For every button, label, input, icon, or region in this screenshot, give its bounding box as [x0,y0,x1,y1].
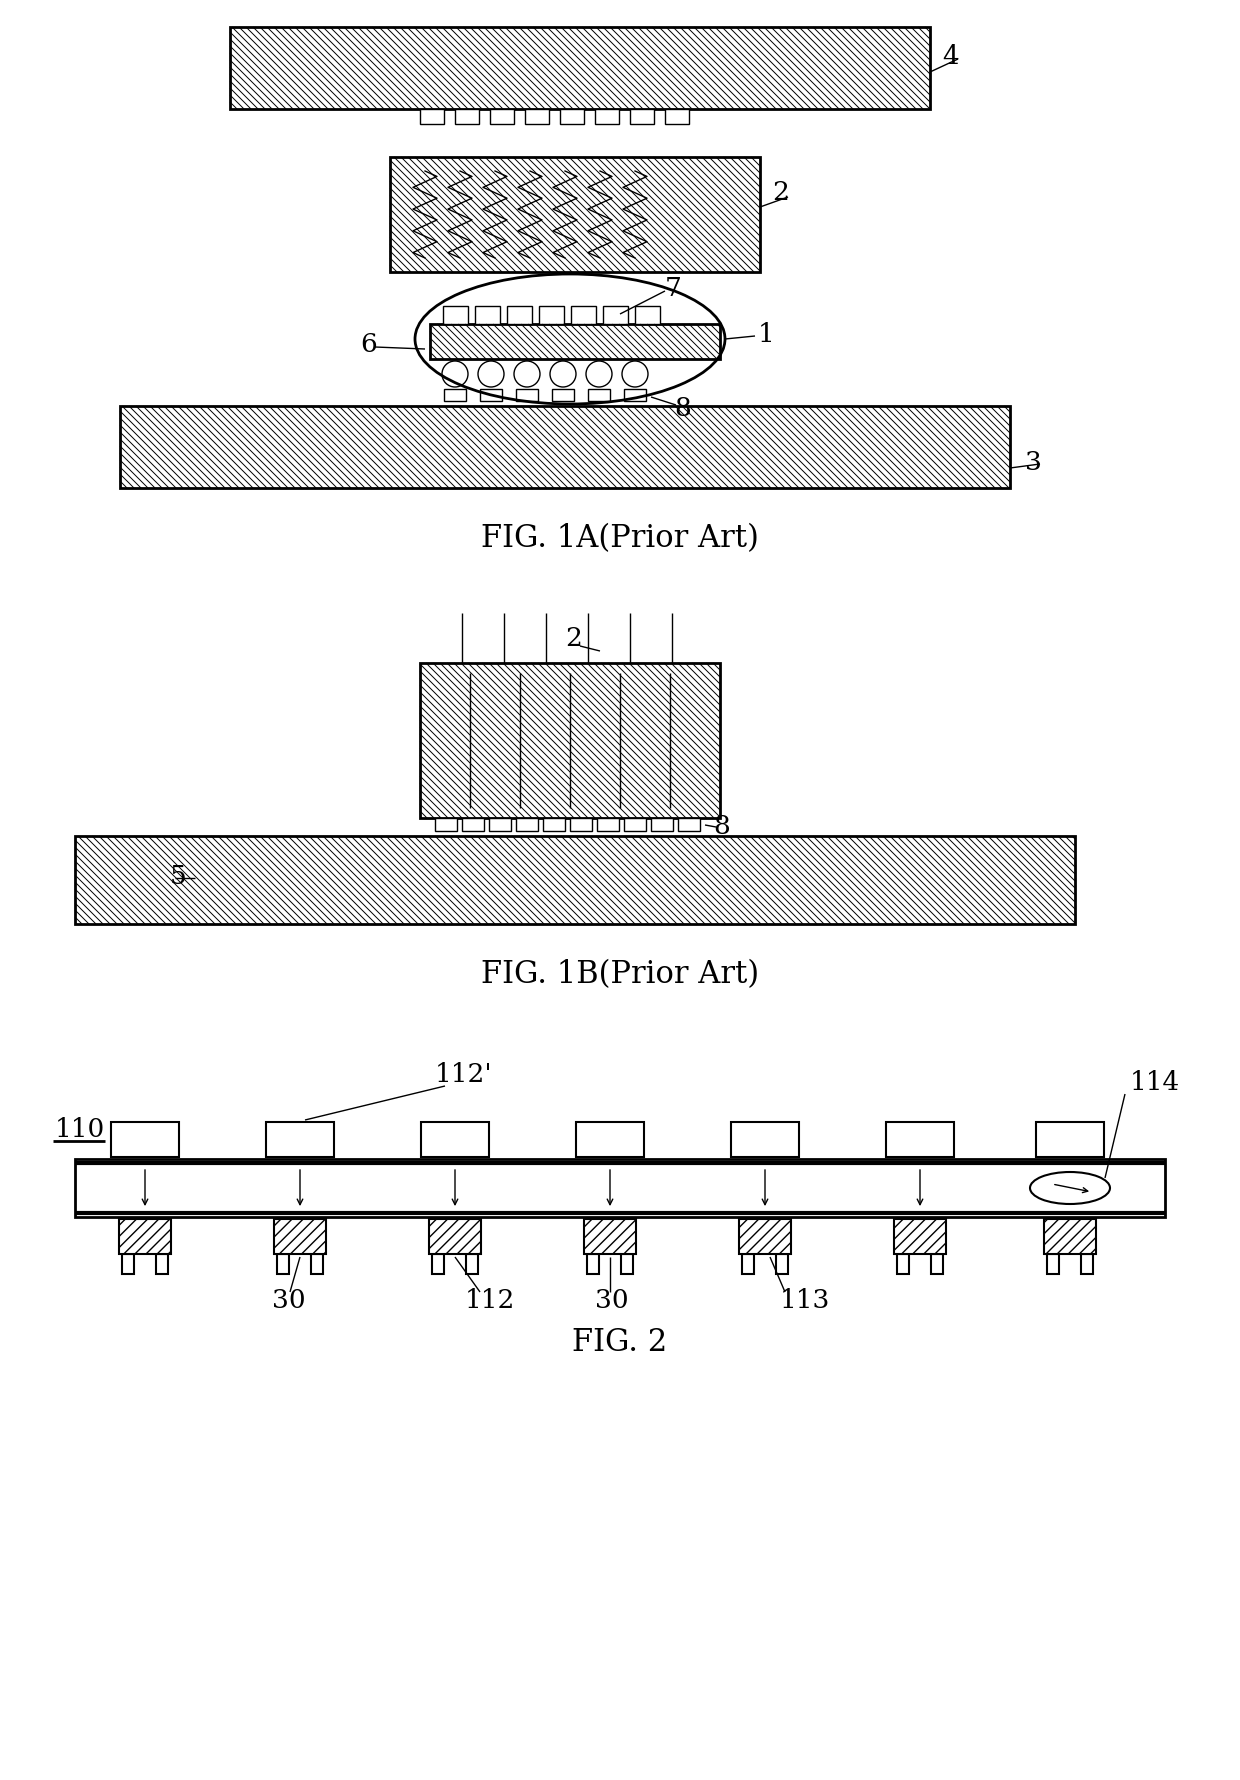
Bar [621,1255,632,1274]
Bar [595,110,619,125]
Bar [229,28,930,110]
Bar [420,664,720,819]
Bar [603,306,627,324]
Text: FIG. 1B(Prior Art): FIG. 1B(Prior Art) [481,959,759,990]
Bar [74,1159,1166,1218]
Bar [897,1255,909,1274]
Bar [1035,1123,1104,1157]
Bar [630,110,653,125]
Text: 7: 7 [665,276,682,301]
Text: 114: 114 [1130,1070,1180,1095]
Bar [443,306,467,324]
Bar [391,158,760,272]
Bar [267,1123,334,1157]
Bar [584,1219,636,1255]
Bar [122,1255,134,1274]
Text: 2: 2 [773,180,789,205]
Bar [539,306,564,324]
Bar [1047,1255,1059,1274]
Text: 8: 8 [675,395,691,420]
Bar [435,819,458,831]
Bar [274,1219,326,1255]
Bar [490,110,515,125]
Bar [742,1255,754,1274]
Bar [776,1255,787,1274]
Bar [570,306,596,324]
Bar [507,306,532,324]
Bar [74,837,1075,924]
Bar [455,110,479,125]
Bar [552,390,574,402]
Text: 112': 112' [435,1063,492,1088]
Bar [1081,1255,1092,1274]
Bar [422,1123,489,1157]
Circle shape [551,361,577,388]
Bar [596,819,619,831]
Bar [587,1255,599,1274]
Text: FIG. 2: FIG. 2 [573,1326,667,1358]
Bar [651,819,673,831]
Bar [678,819,701,831]
Bar [635,306,660,324]
Bar [543,819,565,831]
Bar [489,819,511,831]
Bar [120,408,1011,490]
Bar [516,390,538,402]
Bar [420,664,720,819]
Bar [480,390,502,402]
Text: 1: 1 [758,322,775,347]
Bar [475,306,500,324]
Circle shape [587,361,613,388]
Bar [430,324,720,360]
Text: 5: 5 [170,863,187,888]
Bar [432,1255,444,1274]
Text: FIG. 1A(Prior Art): FIG. 1A(Prior Art) [481,523,759,554]
Bar [391,158,760,272]
Text: 112: 112 [465,1287,516,1314]
Bar [311,1255,322,1274]
Text: 113: 113 [780,1287,831,1314]
Text: 3: 3 [1025,449,1042,473]
Bar [156,1255,167,1274]
Bar [112,1123,179,1157]
Bar [119,1219,171,1255]
Circle shape [477,361,503,388]
Bar [887,1123,954,1157]
Bar [577,1123,644,1157]
Bar [624,819,646,831]
Text: 110: 110 [55,1116,105,1141]
Text: 6: 6 [360,333,377,358]
Bar [732,1123,799,1157]
Bar [570,819,591,831]
Bar [1044,1219,1096,1255]
Bar [466,1255,477,1274]
Circle shape [622,361,649,388]
Bar [560,110,584,125]
Bar [277,1255,289,1274]
Bar [931,1255,942,1274]
Circle shape [441,361,467,388]
Bar [74,837,1075,924]
Circle shape [515,361,539,388]
Bar [665,110,689,125]
Bar [624,390,646,402]
Text: 4: 4 [942,43,959,68]
Text: 8: 8 [713,813,730,838]
Bar [525,110,549,125]
Bar [516,819,538,831]
Bar [120,408,1011,490]
Bar [429,1219,481,1255]
Text: 2: 2 [565,627,582,651]
Bar [739,1219,791,1255]
Bar [588,390,610,402]
Bar [444,390,466,402]
Bar [229,28,930,110]
Bar [463,819,484,831]
Text: 30: 30 [595,1287,629,1314]
Text: 30: 30 [272,1287,305,1314]
Bar [420,110,444,125]
Bar [894,1219,946,1255]
Bar [430,324,720,360]
